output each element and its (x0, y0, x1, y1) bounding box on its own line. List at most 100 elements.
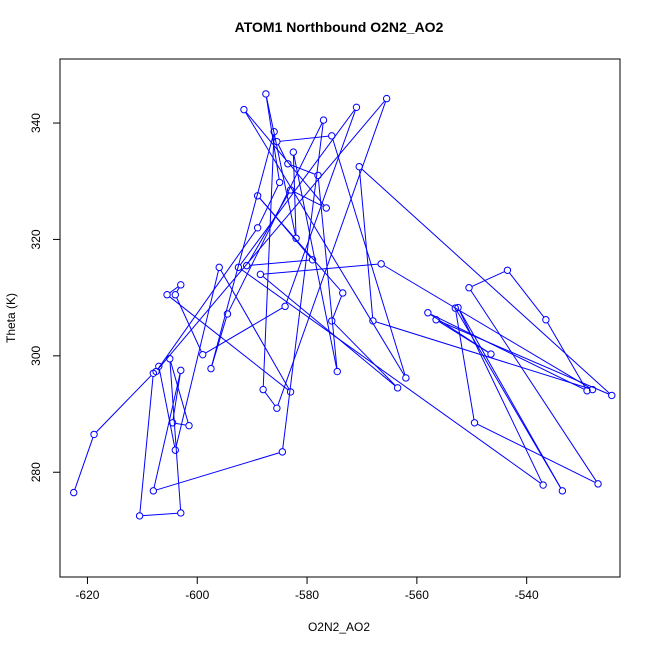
data-point (542, 316, 550, 324)
data-point (177, 366, 185, 375)
data-point (289, 148, 298, 156)
data-point (319, 116, 328, 124)
data-point (171, 446, 179, 454)
data-point (328, 317, 336, 325)
data-point (608, 391, 616, 400)
data-point (402, 374, 410, 382)
data-point (308, 256, 317, 264)
chart-title: ATOM1 Northbound O2N2_AO2 (235, 19, 444, 35)
y-axis-label: Theta (K) (4, 293, 18, 343)
data-point (256, 270, 265, 279)
series-segment (211, 134, 274, 366)
data-point (454, 303, 462, 312)
data-point (465, 284, 473, 292)
series-segment (156, 452, 280, 491)
series-segment (293, 190, 324, 208)
series-segment (139, 376, 154, 513)
data-point (234, 263, 243, 272)
series-segment (317, 178, 338, 369)
x-tick-label: -580 (295, 588, 319, 602)
series-segment (172, 373, 181, 420)
data-point (286, 186, 295, 194)
series-segment (290, 164, 316, 175)
data-point (369, 317, 377, 325)
y-tick-label: 280 (29, 462, 43, 482)
series-segment (158, 369, 176, 448)
data-point (223, 310, 232, 318)
series-segment (176, 287, 180, 293)
data-point (253, 224, 262, 232)
data-point (135, 512, 144, 520)
data-point (90, 430, 98, 439)
series-segment (157, 230, 257, 370)
data-point (424, 309, 432, 317)
y-tick-label: 300 (29, 345, 43, 365)
series-segment (455, 311, 475, 420)
series-segment (205, 307, 283, 354)
data-point (207, 364, 215, 373)
series-segment (169, 286, 179, 294)
series-segment (239, 109, 355, 266)
x-tick-label: -620 (75, 588, 99, 602)
data-point (171, 291, 179, 299)
data-point (278, 448, 287, 456)
data-point (177, 509, 185, 517)
data-point (273, 137, 281, 146)
data-point (166, 355, 174, 363)
data-point (70, 488, 78, 497)
series-segment (547, 322, 586, 389)
data-point (284, 160, 292, 168)
x-tick-label: -600 (185, 588, 209, 602)
data-point (355, 162, 363, 171)
series-segment (265, 97, 280, 180)
series-segment (157, 100, 385, 370)
series-segment (245, 111, 325, 206)
series-segment (477, 423, 596, 483)
series-segment (153, 373, 181, 488)
x-axis: -620 -600 -580 -560 -540 (75, 576, 539, 602)
data-point (275, 178, 284, 187)
series-segment (240, 268, 541, 484)
series-segment (471, 271, 505, 287)
data-point (149, 487, 158, 495)
x-axis-label: O2N2_AO2 (308, 620, 370, 634)
series-segment (245, 112, 405, 376)
series-segment (175, 270, 219, 448)
series-segment (249, 259, 310, 266)
series-segment (430, 313, 585, 390)
x-tick-label: -540 (515, 588, 539, 602)
data-point (292, 234, 300, 242)
data-point (168, 419, 177, 427)
data-point (273, 404, 281, 412)
data-point (583, 387, 591, 395)
data-point (215, 263, 223, 272)
data-point (262, 90, 270, 98)
data-point (155, 362, 163, 371)
series-segment (332, 138, 406, 376)
y-tick-label: 340 (29, 113, 43, 133)
data-point (339, 289, 347, 297)
series-segment (459, 310, 562, 489)
y-axis: 280 300 320 340 (29, 113, 61, 482)
series-segment (509, 272, 545, 318)
series-segment (169, 361, 182, 510)
series-segment (333, 322, 396, 386)
data-point (487, 350, 495, 358)
data-point (377, 260, 385, 268)
data-point (588, 385, 597, 394)
data-point (382, 94, 391, 103)
series-segment (438, 320, 610, 395)
series-segment (332, 295, 343, 319)
x-tick-label: -560 (405, 588, 429, 602)
data-point (286, 388, 295, 396)
data-point (240, 105, 248, 114)
series-segment (359, 169, 374, 318)
series-segment (142, 512, 178, 517)
data-point (352, 103, 361, 112)
plot-frame (59, 58, 621, 578)
series-segment (220, 269, 290, 390)
series-segment (74, 437, 94, 490)
series-segment (470, 290, 597, 482)
series-segment (258, 185, 279, 226)
